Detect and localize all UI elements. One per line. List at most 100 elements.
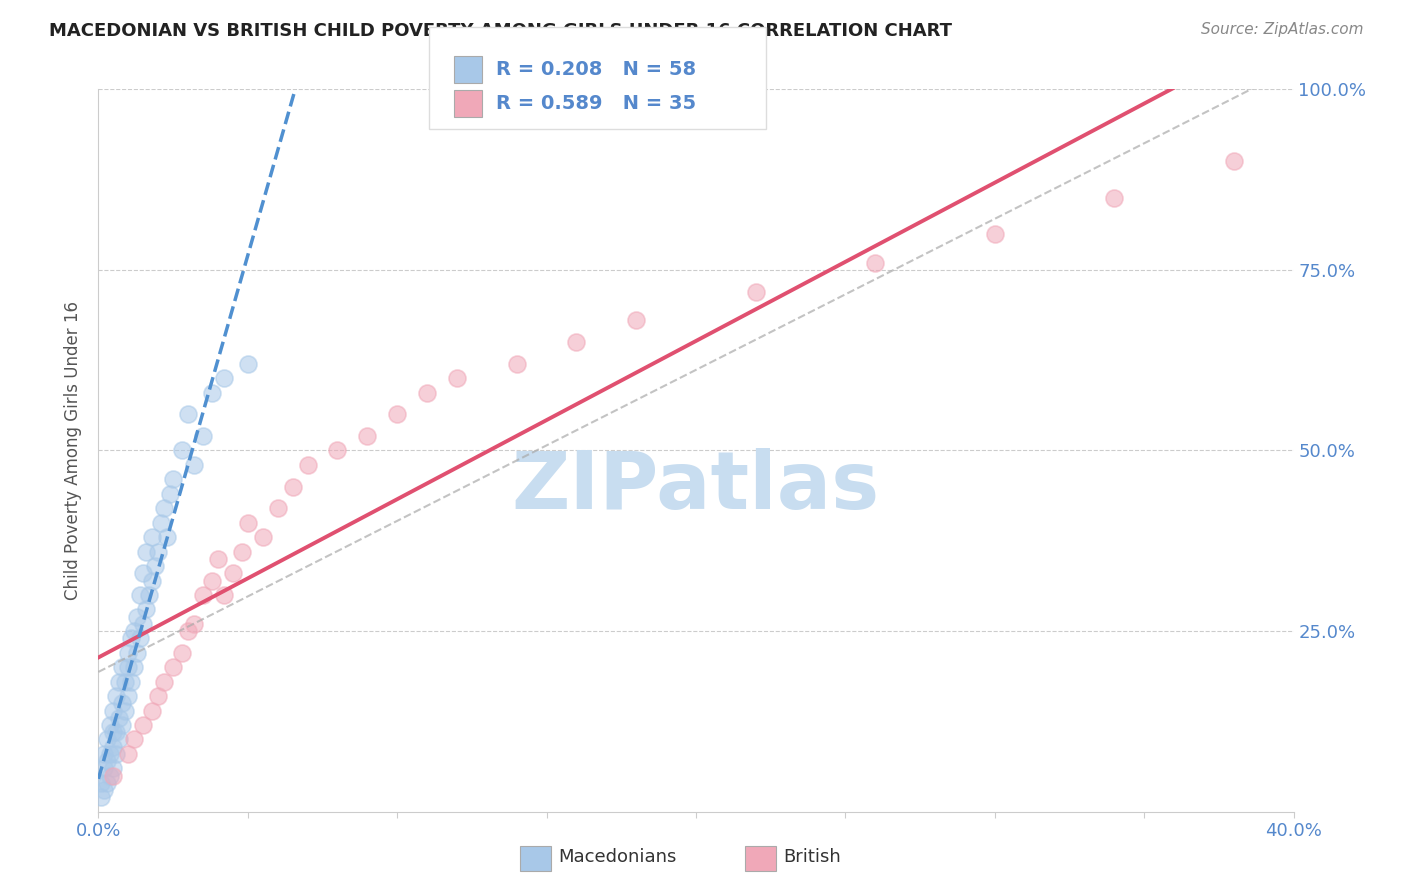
Point bbox=[297, 458, 319, 472]
Text: ZIPatlas: ZIPatlas bbox=[512, 448, 880, 525]
Point bbox=[108, 711, 131, 725]
Point bbox=[111, 718, 134, 732]
Point bbox=[177, 624, 200, 639]
Point bbox=[141, 574, 163, 588]
Point bbox=[148, 689, 170, 703]
Point bbox=[108, 674, 131, 689]
Point bbox=[129, 632, 152, 646]
Point bbox=[153, 501, 176, 516]
Point bbox=[150, 516, 173, 530]
Point bbox=[114, 704, 136, 718]
Point bbox=[212, 588, 235, 602]
Point bbox=[93, 761, 115, 775]
Point bbox=[183, 616, 205, 631]
Point bbox=[207, 551, 229, 566]
Point bbox=[172, 646, 194, 660]
Point bbox=[201, 574, 224, 588]
Point bbox=[96, 776, 118, 790]
Point bbox=[124, 660, 146, 674]
Point bbox=[111, 660, 134, 674]
Point bbox=[1223, 154, 1246, 169]
Point bbox=[141, 530, 163, 544]
Point bbox=[153, 674, 176, 689]
Point bbox=[120, 674, 142, 689]
Point bbox=[124, 624, 146, 639]
Point bbox=[177, 407, 200, 421]
Point bbox=[416, 385, 439, 400]
Point bbox=[162, 472, 184, 486]
Point bbox=[156, 530, 179, 544]
Point bbox=[132, 566, 155, 581]
Text: R = 0.208   N = 58: R = 0.208 N = 58 bbox=[496, 61, 696, 79]
Point bbox=[236, 357, 259, 371]
Point bbox=[103, 704, 125, 718]
Point bbox=[446, 371, 468, 385]
Point bbox=[135, 602, 157, 616]
Text: Macedonians: Macedonians bbox=[558, 848, 676, 866]
Point bbox=[103, 761, 125, 775]
Point bbox=[127, 646, 149, 660]
Point bbox=[96, 732, 118, 747]
Text: R = 0.589   N = 35: R = 0.589 N = 35 bbox=[496, 95, 696, 113]
Point bbox=[114, 674, 136, 689]
Point bbox=[108, 732, 131, 747]
Point bbox=[111, 696, 134, 710]
Point bbox=[148, 544, 170, 558]
Point bbox=[105, 725, 128, 739]
Text: MACEDONIAN VS BRITISH CHILD POVERTY AMONG GIRLS UNDER 16 CORRELATION CHART: MACEDONIAN VS BRITISH CHILD POVERTY AMON… bbox=[49, 22, 952, 40]
Point bbox=[626, 313, 648, 327]
Point bbox=[103, 739, 125, 754]
Point bbox=[117, 747, 139, 761]
Point bbox=[183, 458, 205, 472]
Point bbox=[127, 609, 149, 624]
Point bbox=[90, 776, 112, 790]
Point bbox=[103, 769, 125, 783]
Point bbox=[103, 725, 125, 739]
Point bbox=[565, 334, 588, 349]
Point bbox=[172, 443, 194, 458]
Point bbox=[745, 285, 768, 299]
Text: British: British bbox=[783, 848, 841, 866]
Point bbox=[98, 769, 122, 783]
Point bbox=[159, 487, 181, 501]
Point bbox=[117, 689, 139, 703]
Point bbox=[506, 357, 529, 371]
Point bbox=[132, 616, 155, 631]
Point bbox=[865, 255, 887, 269]
Point bbox=[98, 747, 122, 761]
Point bbox=[90, 790, 112, 805]
Point bbox=[267, 501, 290, 516]
Point bbox=[135, 544, 157, 558]
Point bbox=[201, 385, 224, 400]
Point bbox=[138, 588, 160, 602]
Point bbox=[96, 754, 118, 768]
Point bbox=[105, 747, 128, 761]
Point bbox=[132, 718, 155, 732]
Point bbox=[129, 588, 152, 602]
Point bbox=[162, 660, 184, 674]
Point bbox=[1104, 191, 1126, 205]
Point bbox=[356, 429, 378, 443]
Text: Source: ZipAtlas.com: Source: ZipAtlas.com bbox=[1201, 22, 1364, 37]
Point bbox=[212, 371, 235, 385]
Y-axis label: Child Poverty Among Girls Under 16: Child Poverty Among Girls Under 16 bbox=[65, 301, 83, 600]
Point bbox=[984, 227, 1007, 241]
Point bbox=[141, 704, 163, 718]
Point bbox=[117, 646, 139, 660]
Point bbox=[191, 429, 214, 443]
Point bbox=[326, 443, 349, 458]
Point bbox=[143, 559, 166, 574]
Point bbox=[105, 689, 128, 703]
Point bbox=[93, 783, 115, 797]
Point bbox=[117, 660, 139, 674]
Point bbox=[385, 407, 409, 421]
Point bbox=[231, 544, 253, 558]
Point bbox=[252, 530, 274, 544]
Point bbox=[98, 718, 122, 732]
Point bbox=[281, 480, 304, 494]
Point bbox=[236, 516, 259, 530]
Point bbox=[120, 632, 142, 646]
Point bbox=[124, 732, 146, 747]
Point bbox=[191, 588, 214, 602]
Point bbox=[222, 566, 245, 581]
